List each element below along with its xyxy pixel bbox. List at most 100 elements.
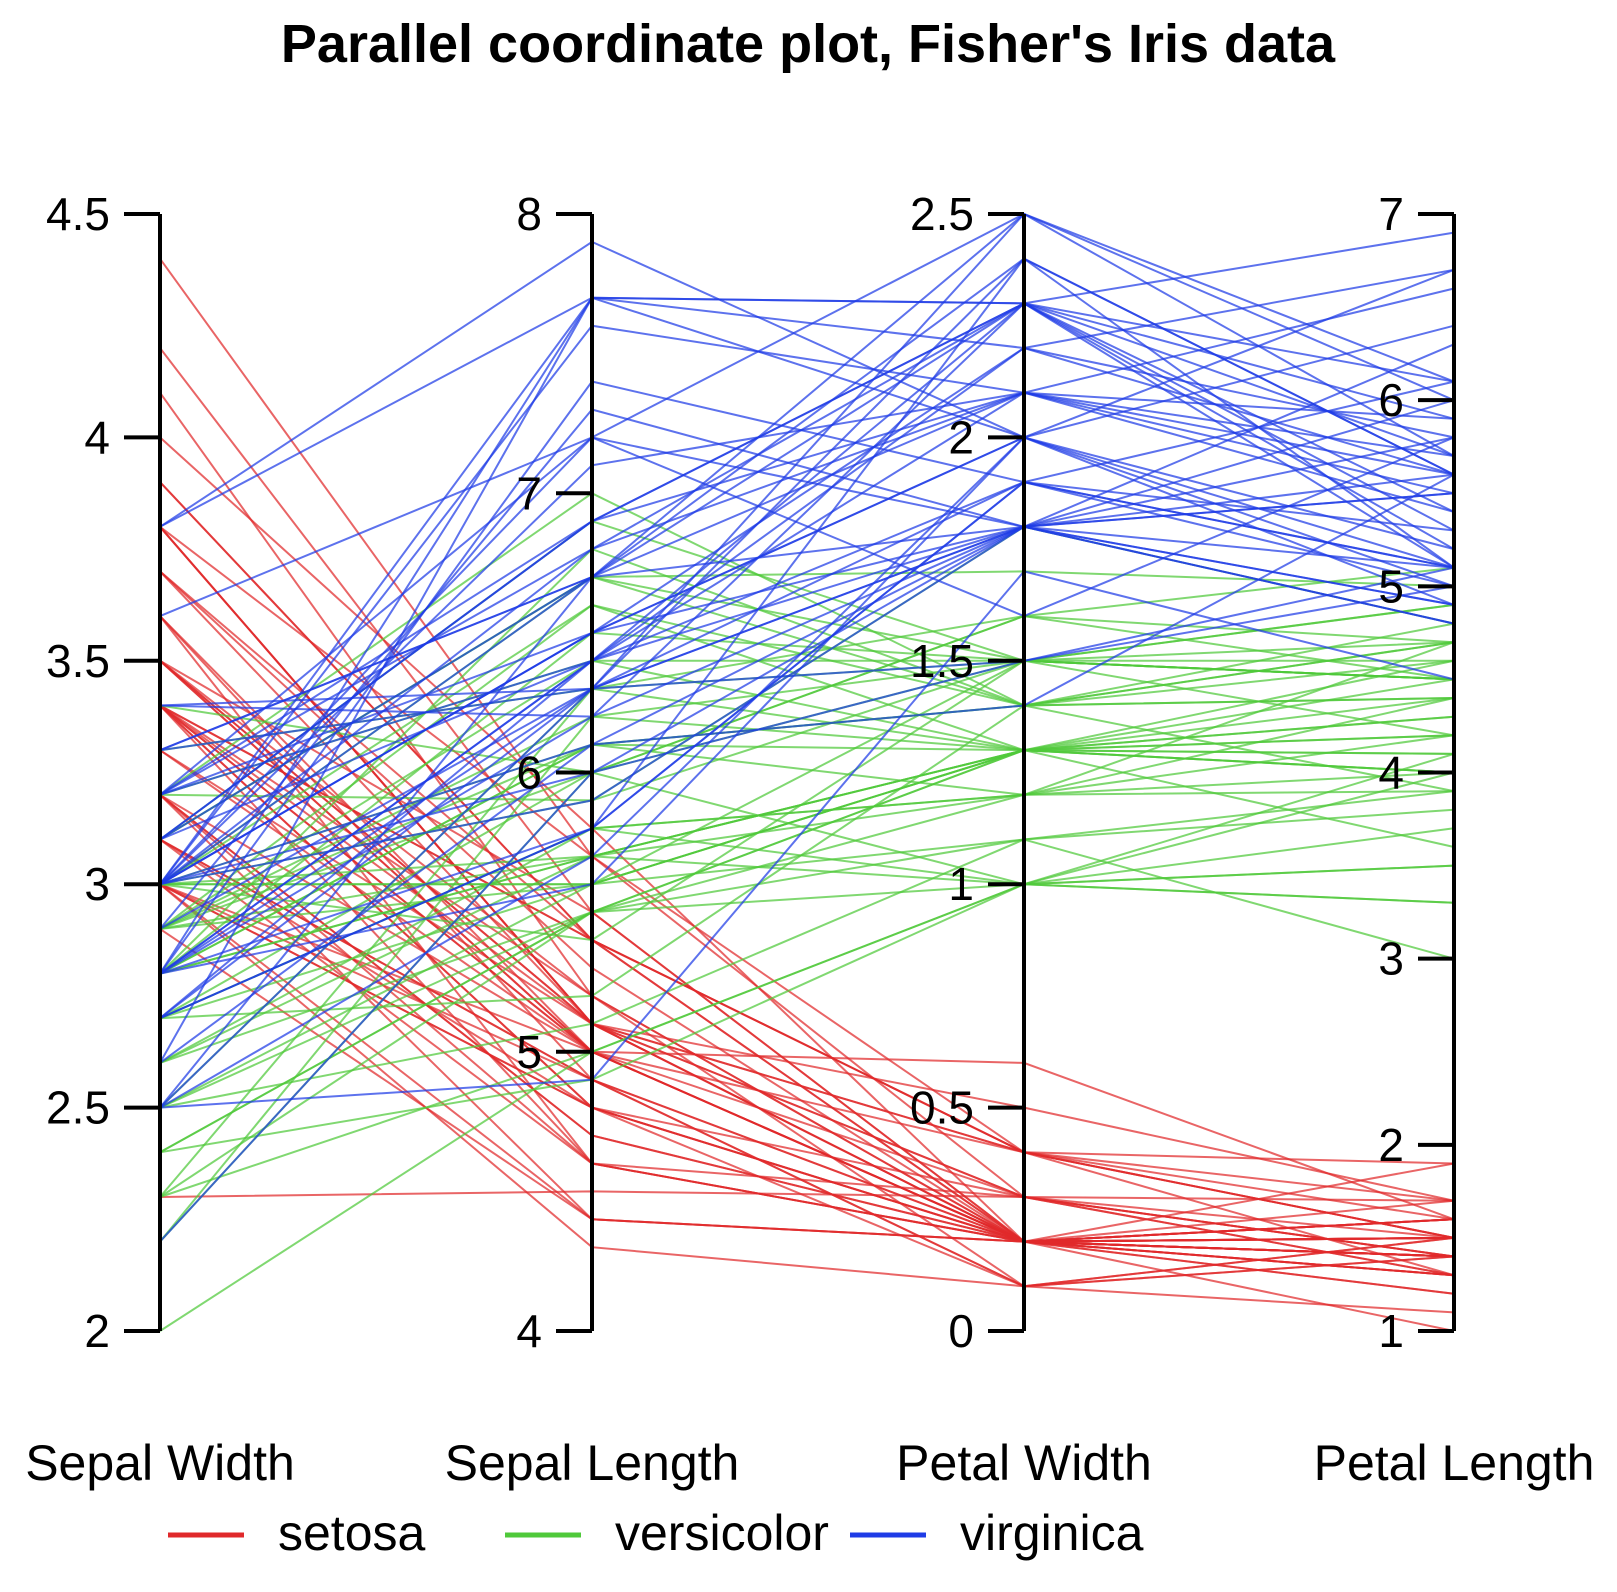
tick-label: 4: [84, 411, 110, 463]
series-line-setosa-37: [159, 615, 1455, 1288]
series-line-setosa-18: [159, 526, 1455, 1202]
tick-label: 3: [1378, 933, 1404, 985]
tick-label: 5: [516, 1026, 542, 1078]
series-line-virginica-2: [159, 391, 1455, 885]
series-line-virginica-13: [159, 436, 1455, 1109]
series-line-versicolor-19: [159, 790, 1455, 1109]
tick-label: 2: [84, 1305, 110, 1357]
series-line-versicolor-26: [159, 547, 1455, 975]
series-line-virginica-25: [159, 399, 1455, 796]
legend-label: setosa: [278, 1505, 426, 1561]
series-line-virginica-40: [159, 257, 1455, 841]
tick-label: 0: [948, 1305, 974, 1357]
tick-label: 8: [516, 188, 542, 240]
series-line-setosa-32: [159, 392, 1455, 1288]
series-line-setosa-34: [159, 838, 1455, 1243]
series-line-versicolor-47: [159, 715, 1455, 930]
series-line-virginica-11: [159, 481, 1455, 1019]
series-line-setosa-48: [159, 570, 1455, 1243]
axis-name: Petal Length: [1314, 1435, 1595, 1491]
series-line-versicolor-10: [159, 864, 1455, 1332]
series-line-virginica-5: [159, 287, 1455, 885]
tick-label: 5: [1378, 560, 1404, 612]
series-line-virginica-38: [159, 525, 1455, 886]
series-line-virginica-45: [159, 302, 1455, 886]
legend-item-setosa: setosa: [168, 1505, 426, 1561]
tick-label: 4: [1378, 747, 1404, 799]
series-versicolor: [159, 492, 1455, 1332]
series-line-versicolor-23: [159, 641, 1455, 975]
tick-label: 1: [1378, 1305, 1404, 1357]
series-line-virginica-37: [159, 492, 1455, 841]
series-line-setosa-3: [159, 838, 1455, 1243]
series-line-setosa-12: [159, 883, 1455, 1288]
series-line-virginica-29: [159, 436, 1455, 885]
axis-1: 4 5 6 7 8 Sepal Length: [445, 188, 740, 1491]
series-line-virginica-30: [159, 380, 1455, 975]
tick-label: 0.5: [910, 1082, 974, 1134]
series-line-setosa-26: [159, 704, 1455, 1221]
series-line-virginica-27: [159, 525, 1455, 886]
legend-item-virginica: virginica: [850, 1505, 1144, 1561]
series-line-virginica-0: [159, 212, 1455, 752]
series-line-versicolor-31: [159, 827, 1455, 1154]
series-line-versicolor-43: [159, 883, 1455, 1198]
legend-label: versicolor: [615, 1505, 829, 1561]
series-line-versicolor-8: [159, 603, 1455, 930]
tick-label: 3.5: [46, 635, 110, 687]
series-line-setosa-8: [159, 928, 1455, 1258]
series-line-virginica-46: [159, 481, 1455, 1109]
series-line-virginica-6: [159, 570, 1455, 1109]
tick-label: 4.5: [46, 188, 110, 240]
tick-label: 6: [1378, 374, 1404, 426]
series-line-virginica-32: [159, 346, 1455, 975]
tick-label: 6: [516, 747, 542, 799]
series-line-versicolor-14: [159, 749, 1455, 930]
series-line-versicolor-29: [159, 855, 1455, 1064]
series-line-virginica-21: [159, 436, 1455, 975]
series-line-versicolor-48: [159, 838, 1455, 1109]
series-line-virginica-14: [159, 257, 1455, 975]
series-line-setosa-14: [159, 436, 1455, 1295]
series-line-setosa-30: [159, 838, 1455, 1243]
tick-label: 2: [1378, 1119, 1404, 1171]
series-line-virginica-12: [159, 391, 1455, 885]
series-line-virginica-48: [159, 302, 1455, 718]
axis-name: Petal Width: [896, 1435, 1152, 1491]
series-line-virginica-35: [159, 296, 1455, 885]
series-line-virginica-9: [159, 212, 1455, 618]
axis-3: 1 2 3 4 5 6 7 Petal Length: [1314, 188, 1595, 1491]
tick-label: 1: [948, 858, 974, 910]
tick-label: 2.5: [910, 188, 974, 240]
axes: 2 2.5 3 3.5 4 4.5 Sepal Width 4 5 6 7 8 Sepal Length…: [25, 188, 1594, 1491]
series-line-versicolor-7: [159, 883, 1455, 1154]
axis-0: 2 2.5 3 3.5 4 4.5 Sepal Width: [25, 188, 295, 1491]
legend-item-versicolor: versicolor: [505, 1505, 829, 1561]
series-line-setosa-23: [159, 749, 1455, 1202]
tick-label: 4: [516, 1305, 542, 1357]
series-line-virginica-19: [159, 585, 1455, 1243]
series-line-virginica-42: [159, 481, 1455, 1020]
tick-label: 1.5: [910, 635, 974, 687]
series-line-versicolor-40: [159, 697, 1455, 1064]
series-line-virginica-22: [159, 268, 1455, 975]
series-line-versicolor-34: [159, 659, 1455, 942]
series-line-versicolor-39: [159, 749, 1455, 1109]
series-line-versicolor-49: [159, 749, 1455, 975]
axis-name: Sepal Width: [25, 1435, 295, 1491]
series-line-versicolor-42: [159, 771, 1455, 1064]
series-virginica: [159, 212, 1455, 1243]
series-line-virginica-33: [159, 566, 1455, 975]
legend-label: virginica: [960, 1505, 1144, 1561]
legend: setosa versicolor virginica: [168, 1505, 1144, 1561]
series-line-setosa-38: [159, 883, 1455, 1277]
series-line-virginica-31: [159, 240, 1455, 528]
series-line-virginica-44: [159, 212, 1455, 752]
series-line-virginica-49: [159, 525, 1455, 886]
series-line-virginica-17: [159, 268, 1455, 528]
tick-label: 7: [1378, 188, 1404, 240]
axis-2: 0 0.5 1 1.5 2 2.5 Petal Width: [896, 188, 1152, 1491]
series-line-virginica-47: [159, 436, 1455, 886]
tick-label: 2.5: [46, 1082, 110, 1134]
